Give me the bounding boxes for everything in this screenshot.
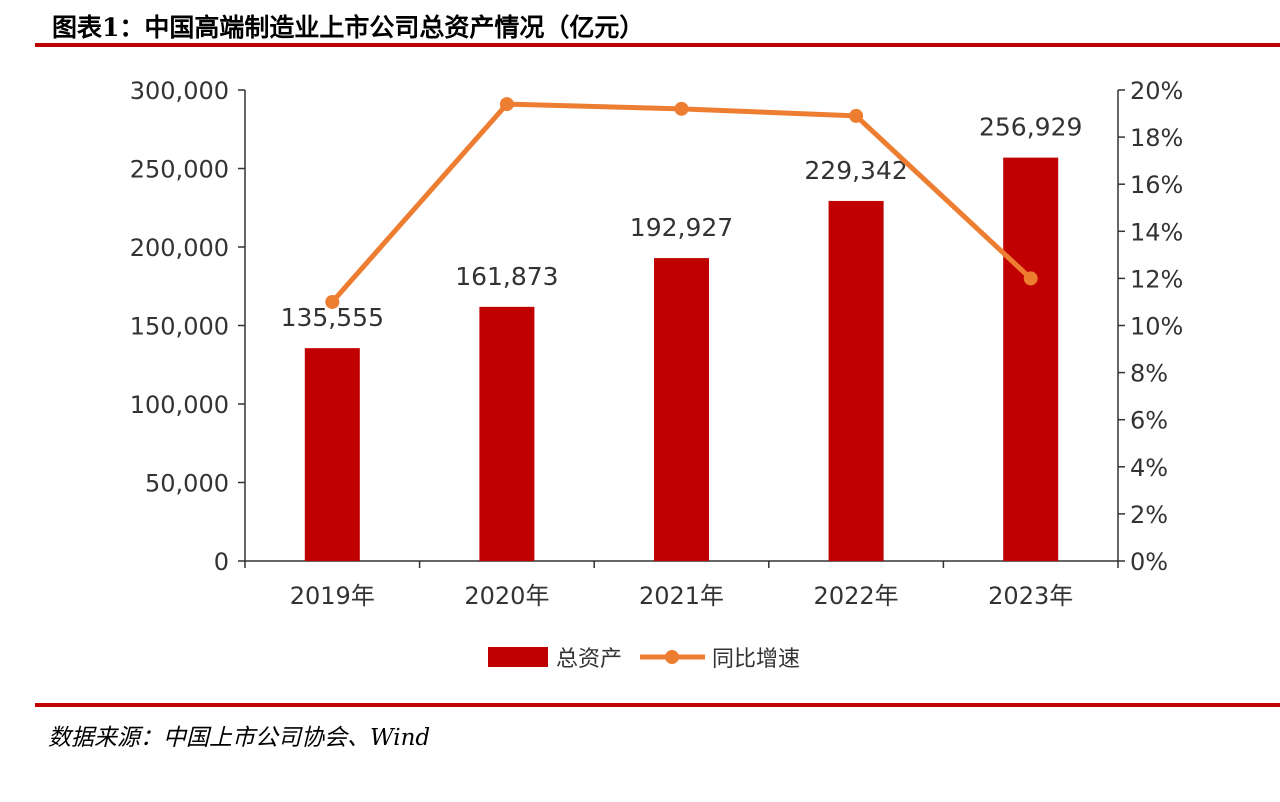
bottom-divider xyxy=(35,703,1280,707)
left-tick-label: 300,000 xyxy=(130,77,229,105)
right-tick-label: 2% xyxy=(1130,501,1168,529)
left-tick-label: 100,000 xyxy=(130,391,229,419)
legend-label-total-assets: 总资产 xyxy=(556,647,622,672)
bar xyxy=(828,200,884,562)
right-tick-label: 10% xyxy=(1130,313,1183,341)
left-tick-label: 0 xyxy=(214,548,229,576)
x-tick-label: 2023年 xyxy=(988,582,1073,610)
bar xyxy=(1003,157,1059,562)
growth-point xyxy=(325,294,340,309)
left-tick-label: 200,000 xyxy=(130,234,229,262)
growth-point xyxy=(849,108,864,123)
chart-title: 图表1：中国高端制造业上市公司总资产情况（亿元） xyxy=(52,13,645,42)
top-divider xyxy=(35,43,1280,47)
x-tick-label: 2022年 xyxy=(814,582,899,610)
bar-data-label: 161,873 xyxy=(455,262,558,291)
right-tick-label: 18% xyxy=(1130,124,1183,152)
left-tick-label: 250,000 xyxy=(130,156,229,184)
bar-data-label: 192,927 xyxy=(630,213,733,242)
right-tick-label: 12% xyxy=(1130,265,1183,293)
growth-point xyxy=(674,101,689,116)
x-tick-label: 2020年 xyxy=(464,582,549,610)
data-source: 数据来源：中国上市公司协会、Wind xyxy=(48,725,431,751)
bar xyxy=(304,348,360,561)
legend-bar-swatch xyxy=(488,647,548,667)
right-tick-label: 14% xyxy=(1130,218,1183,246)
legend-line-marker xyxy=(665,650,679,664)
x-tick-label: 2021年 xyxy=(639,582,724,610)
left-tick-label: 150,000 xyxy=(130,313,229,341)
bar xyxy=(479,306,535,561)
right-tick-label: 6% xyxy=(1130,407,1168,435)
right-tick-label: 16% xyxy=(1130,171,1183,199)
left-tick-label: 50,000 xyxy=(145,470,229,498)
right-tick-label: 20% xyxy=(1130,77,1183,105)
growth-point xyxy=(499,97,514,112)
bar xyxy=(654,258,709,561)
bar-data-label: 229,342 xyxy=(804,156,907,185)
right-tick-label: 8% xyxy=(1130,360,1168,388)
right-tick-label: 0% xyxy=(1130,548,1168,576)
x-tick-label: 2019年 xyxy=(290,582,375,610)
growth-point xyxy=(1023,271,1038,286)
bar-data-label: 256,929 xyxy=(979,113,1082,142)
right-tick-label: 4% xyxy=(1130,454,1168,482)
legend-label-growth: 同比增速 xyxy=(712,647,800,672)
